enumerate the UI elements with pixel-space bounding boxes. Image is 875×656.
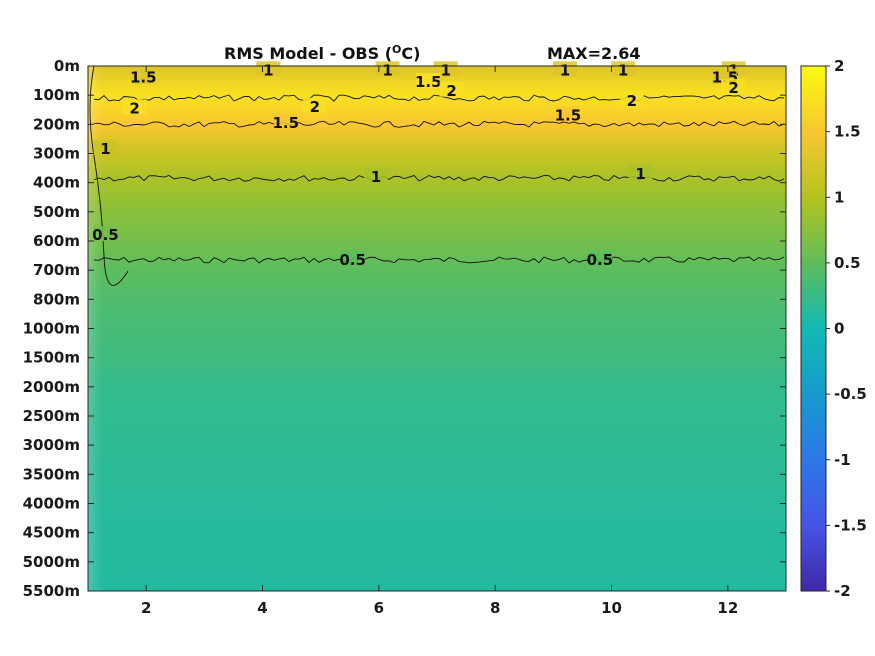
x-axis-ticks: 2 4 6 8 10 12 xyxy=(141,66,738,617)
max-label: MAX=2.64 xyxy=(547,44,641,63)
contour-line-2 xyxy=(93,94,785,102)
contour-label-bg xyxy=(273,113,298,129)
title-main: RMS Model - OBS ( xyxy=(224,44,392,63)
contour-label-bg xyxy=(439,81,464,97)
y-tick-label: 400m xyxy=(33,174,80,192)
colorbar-tick-label: 1.5 xyxy=(834,123,861,141)
colorbar-ticks: 2 1.5 1 0.5 0 -0.5 -1 -1.5 -2 xyxy=(826,57,867,600)
y-tick-label: 4000m xyxy=(23,495,80,513)
colorbar-tick-label: -1.5 xyxy=(834,516,867,534)
colorbar-bar xyxy=(800,65,827,592)
y-tick-label: 700m xyxy=(33,261,80,279)
x-tick-label: 10 xyxy=(601,599,622,617)
contour-label: 1.5 xyxy=(555,107,582,125)
colorbar-tick-label: -0.5 xyxy=(834,385,867,403)
x-tick-label: 6 xyxy=(374,599,384,617)
y-tick-label: 800m xyxy=(33,290,80,308)
contour-label: 0.5 xyxy=(92,226,119,244)
y-tick-label: 300m xyxy=(33,145,80,163)
contour-label-bg xyxy=(587,250,612,266)
y-tick-label: 2500m xyxy=(23,407,80,425)
contour-label-bg xyxy=(611,61,636,77)
contour-label-bg xyxy=(363,167,388,183)
contour-label-bg xyxy=(619,92,644,107)
x-tick-label: 4 xyxy=(257,599,267,617)
contour-label-bg xyxy=(122,99,147,115)
contour-label: 1 xyxy=(371,168,381,186)
left-edge-shading xyxy=(88,66,102,591)
contour-label-bg xyxy=(628,164,653,180)
colorbar-tick-label: 1 xyxy=(834,188,844,206)
x-tick-label: 2 xyxy=(141,599,151,617)
contour-line-0.5 xyxy=(93,256,785,264)
contour-label-bg xyxy=(433,61,458,77)
contour-label-bg xyxy=(302,97,327,113)
colorbar-tick-label: -2 xyxy=(834,582,851,600)
contour-label: 1.5 xyxy=(415,73,442,91)
contour-label: 2 xyxy=(310,98,320,116)
colorbar-tick-label: -1 xyxy=(834,451,851,469)
x-tick-label: 8 xyxy=(490,599,500,617)
y-tick-label: 5500m xyxy=(23,582,80,600)
contour-label: 1 xyxy=(263,61,273,79)
y-axis-ticks: 0m 100m 200m 300m 400m 500m 600m 700m 800m 1000m 1… xyxy=(23,57,786,600)
chart-title: RMS Model - OBS (OC) MAX=2.64 xyxy=(224,43,641,63)
contour-label: 0.5 xyxy=(339,251,366,269)
contour-label: 1.5 xyxy=(130,69,157,87)
y-tick-label: 500m xyxy=(33,203,80,221)
colorbar-tick-label: 0.5 xyxy=(834,254,861,272)
title-unit: C) xyxy=(401,44,420,63)
y-tick-label: 600m xyxy=(33,232,80,250)
contour-label-bg xyxy=(721,78,746,94)
colorbar: 2 1.5 1 0.5 0 -0.5 -1 -1.5 -2 xyxy=(800,57,867,600)
contour-label-bg xyxy=(375,61,400,77)
colorbar-tick-label: 0 xyxy=(834,320,844,338)
x-tick-label: 12 xyxy=(717,599,738,617)
contour-label: 1 xyxy=(382,61,392,79)
contour-label: 1 xyxy=(100,140,110,158)
contour-label-bg xyxy=(340,250,365,266)
y-tick-label: 2000m xyxy=(23,378,80,396)
y-tick-label: 1500m xyxy=(23,349,80,367)
contour-label-bg xyxy=(93,140,118,156)
y-tick-label: 3000m xyxy=(23,436,80,454)
contour-line-1 xyxy=(93,174,785,182)
contour-label: 1 xyxy=(560,61,570,79)
contour-label-bg xyxy=(131,68,156,84)
heatmap-field xyxy=(88,66,786,591)
contour-label: 2 xyxy=(446,82,456,100)
y-tick-label: 1000m xyxy=(23,320,80,338)
contour-label: 1 xyxy=(635,165,645,183)
contour-line-1.5 xyxy=(94,120,785,128)
contour-label-bg xyxy=(416,73,441,89)
title-degree: O xyxy=(392,43,401,56)
contour-label: 2 xyxy=(627,92,637,110)
contour-label-bg xyxy=(552,61,577,77)
y-tick-label: 3500m xyxy=(23,465,80,483)
contour-label-bg xyxy=(555,106,580,122)
y-tick-label: 200m xyxy=(33,115,80,133)
contour-label: 0.5 xyxy=(587,251,614,269)
colorbar-tick-label: 2 xyxy=(834,57,844,75)
y-tick-label: 4500m xyxy=(23,524,80,542)
contour-label-bg xyxy=(93,226,118,242)
contour-label: 1 xyxy=(618,61,628,79)
contour-label: 1.5 xyxy=(272,114,299,132)
contour-label-bg xyxy=(256,61,281,77)
contour-line-edge xyxy=(89,65,129,286)
contour-label: 1 xyxy=(441,61,451,79)
y-tick-label: 0m xyxy=(54,57,80,75)
contour-label: 2 xyxy=(728,79,738,97)
title-text: RMS Model - OBS (OC) xyxy=(224,43,420,63)
contour-label: 2 xyxy=(129,99,139,117)
y-tick-label: 5000m xyxy=(23,553,80,571)
contour-lines xyxy=(89,65,785,286)
y-tick-label: 100m xyxy=(33,86,80,104)
